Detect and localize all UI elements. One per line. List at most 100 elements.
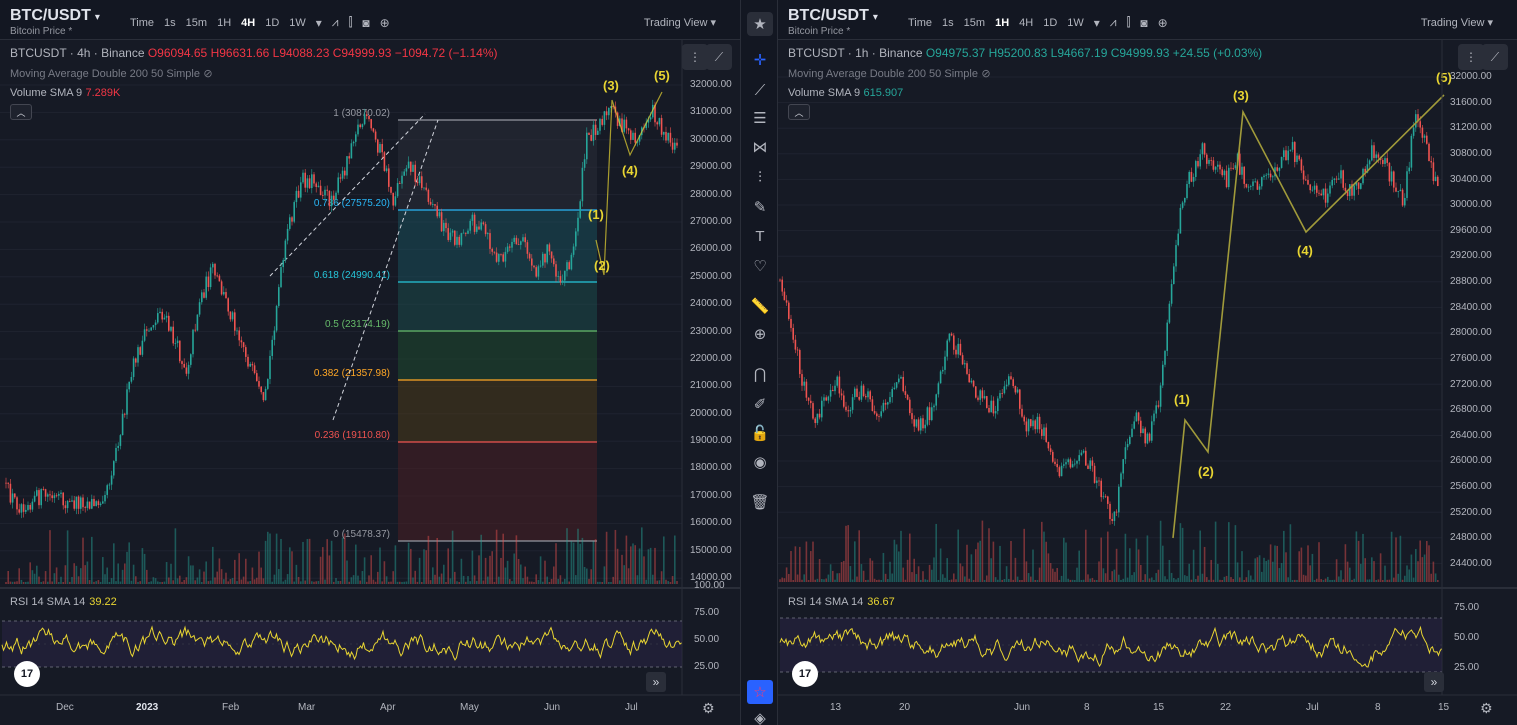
- elliott-wave-label[interactable]: (5): [1436, 70, 1452, 85]
- favorite-icon[interactable]: ☆: [747, 680, 773, 704]
- projection-icon[interactable]: ⫶: [758, 168, 762, 186]
- price-tick-label: 27600.00: [1450, 352, 1492, 364]
- symbol-selector[interactable]: BTC/USDT ▾: [788, 7, 878, 24]
- trendline-icon[interactable]: ⟋: [754, 81, 766, 99]
- fib-icon[interactable]: ☰: [753, 110, 767, 127]
- brush-icon[interactable]: ✎: [753, 199, 767, 216]
- collapse-legend-button[interactable]: ︿: [788, 104, 810, 120]
- interval-1h[interactable]: 1H: [217, 16, 232, 29]
- interval-time[interactable]: Time: [130, 16, 155, 29]
- rsi-legend: RSI 14 SMA 14 36.67: [788, 596, 895, 608]
- left-chart-panel[interactable]: 1 (30870.02) 0.786 (27575.20) 0.618 (24990…: [0, 0, 740, 725]
- price-tick-label: 24800.00: [1450, 532, 1492, 544]
- trading-view-menu[interactable]: Trading View ▾: [1420, 17, 1493, 29]
- ma-legend[interactable]: Moving Average Double 200 50 Simple ⊘: [788, 68, 991, 80]
- time-tick-label: 15: [1153, 702, 1165, 713]
- interval-1d[interactable]: 1D: [1043, 16, 1058, 29]
- compare-icon[interactable]: ⫿: [348, 15, 353, 29]
- interval-15m[interactable]: 15m: [963, 16, 986, 29]
- elliott-wave-label[interactable]: (3): [1233, 88, 1249, 103]
- trash-icon[interactable]: 🗑: [750, 494, 770, 511]
- add-icon[interactable]: ⊕: [379, 15, 390, 30]
- add-icon[interactable]: ⊕: [1157, 15, 1168, 30]
- elliott-wave-label[interactable]: (2): [594, 258, 610, 273]
- interval-1s[interactable]: 1s: [942, 16, 954, 29]
- elliott-wave-label[interactable]: (2): [1198, 464, 1214, 479]
- interval-1s[interactable]: 1s: [164, 16, 176, 29]
- elliott-wave-path[interactable]: [595, 91, 663, 276]
- ruler-icon[interactable]: 📏: [750, 298, 770, 315]
- snapshot-icon[interactable]: ◙: [1140, 15, 1148, 30]
- ma-legend[interactable]: Moving Average Double 200 50 Simple ⊘: [10, 68, 213, 80]
- right-topbar: BTC/USDT ▾ Bitcoin Price * Time 1s 15m 1H 4H 1…: [778, 0, 1517, 40]
- heart-icon[interactable]: ♡: [753, 258, 767, 275]
- star-icon[interactable]: ★: [747, 12, 773, 36]
- elliott-wave-label[interactable]: (5): [654, 68, 670, 83]
- indicators-icon[interactable]: ⩘: [1109, 15, 1117, 29]
- volume-legend[interactable]: Volume SMA 9 7.289K: [10, 87, 121, 99]
- rsi-tick-label: 75.00: [1454, 602, 1480, 613]
- trendline-quick-icon[interactable]: ⟋: [706, 44, 732, 70]
- time-tick-label: 15: [1438, 702, 1450, 713]
- crosshair-icon[interactable]: ✛: [753, 52, 767, 69]
- collapse-legend-button[interactable]: ︿: [10, 104, 32, 120]
- elliott-wave-path[interactable]: [1172, 94, 1445, 539]
- interval-dropdown-icon[interactable]: ▾: [315, 15, 322, 30]
- interval-1w[interactable]: 1W: [289, 16, 306, 29]
- gear-icon[interactable]: ⚙: [702, 700, 715, 716]
- elliott-wave-label[interactable]: (3): [603, 78, 619, 93]
- interval-4h[interactable]: 4H: [1019, 16, 1034, 29]
- text-icon[interactable]: T: [755, 227, 765, 245]
- rsi-tick-label: 50.00: [1454, 632, 1480, 643]
- elliott-wave-label[interactable]: (1): [588, 207, 604, 222]
- ohlc-legend: BTCUSDT · 1h · Binance O94975.37 H95200.…: [788, 46, 1262, 60]
- trading-view-menu[interactable]: Trading View ▾: [643, 17, 716, 29]
- interval-4h[interactable]: 4H: [241, 16, 256, 29]
- eye-hidden-icon[interactable]: ⊘: [981, 68, 991, 80]
- interval-15m[interactable]: 15m: [185, 16, 208, 29]
- channel-line-lower[interactable]: [332, 119, 439, 421]
- drawing-toggle-icon[interactable]: ⋮: [1458, 44, 1484, 70]
- interval-dropdown-icon[interactable]: ▾: [1093, 15, 1100, 30]
- scroll-to-realtime-button[interactable]: »: [646, 672, 666, 692]
- pattern-icon[interactable]: ⋈: [752, 139, 768, 156]
- interval-1d[interactable]: 1D: [265, 16, 280, 29]
- layers-icon[interactable]: ◈: [754, 710, 766, 725]
- eye-icon[interactable]: ◉: [753, 454, 767, 471]
- compare-icon[interactable]: ⫿: [1126, 15, 1131, 29]
- change-value: −1094.72 (−1.14%): [394, 46, 498, 60]
- left-chart-canvas[interactable]: 1 (30870.02) 0.786 (27575.20) 0.618 (24990…: [0, 0, 740, 725]
- tv-logo-icon[interactable]: 17: [792, 661, 818, 687]
- indicators-icon[interactable]: ⩘: [331, 15, 339, 29]
- time-tick-label: 8: [1375, 702, 1381, 713]
- interval-time[interactable]: Time: [908, 16, 933, 29]
- gear-icon[interactable]: ⚙: [1480, 700, 1493, 716]
- interval-1w[interactable]: 1W: [1067, 16, 1084, 29]
- drawing-toggle-icon[interactable]: ⋮: [682, 44, 708, 70]
- trendline-quick-icon[interactable]: ⟋: [1482, 44, 1508, 70]
- lock-draw-icon[interactable]: ✐: [753, 396, 767, 413]
- price-tick-label: 30000.00: [1450, 199, 1492, 211]
- zoom-in-icon[interactable]: ⊕: [753, 326, 767, 343]
- scroll-to-realtime-button[interactable]: »: [1424, 672, 1444, 692]
- magnet-icon[interactable]: ⋂: [753, 366, 767, 383]
- high-value: H96631.66: [210, 46, 270, 60]
- snapshot-icon[interactable]: ◙: [362, 15, 370, 30]
- eye-hidden-icon[interactable]: ⊘: [203, 68, 213, 80]
- tv-logo-icon[interactable]: 17: [14, 661, 40, 687]
- time-tick-label: Mar: [298, 702, 316, 713]
- volume-legend[interactable]: Volume SMA 9 615.907: [788, 87, 904, 99]
- symbol-selector[interactable]: BTC/USDT ▾: [10, 7, 100, 24]
- right-chart-panel[interactable]: (1) (2) (3) (4) (5) BTC/USDT ▾ Bitcoin Price …: [778, 0, 1517, 725]
- channel-line-upper[interactable]: [269, 113, 426, 277]
- price-tick-label: 29000.00: [690, 161, 732, 173]
- lock-icon[interactable]: 🔓: [750, 425, 770, 442]
- left-topbar: BTC/USDT ▾ Bitcoin Price * Time 1s 15m 1H 4H 1…: [0, 0, 740, 40]
- elliott-wave-label[interactable]: (4): [1297, 243, 1313, 258]
- elliott-wave-label[interactable]: (4): [622, 163, 638, 178]
- interval-1h[interactable]: 1H: [995, 16, 1010, 29]
- elliott-wave-label[interactable]: (1): [1174, 392, 1190, 407]
- right-chart-canvas[interactable]: (1) (2) (3) (4) (5): [778, 0, 1517, 725]
- price-tick-label: 18000.00: [690, 462, 732, 474]
- left-candles: [5, 99, 678, 519]
